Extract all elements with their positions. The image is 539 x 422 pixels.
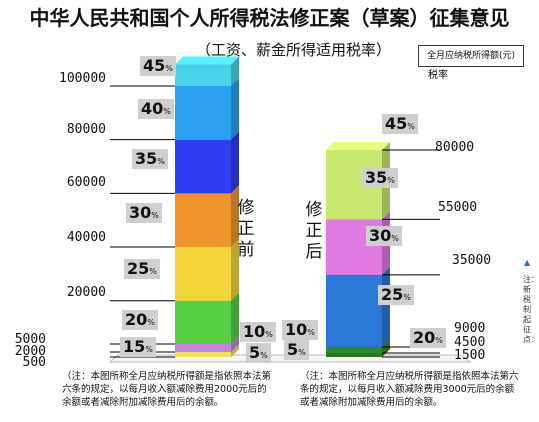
legend-rate-label: 税率 (428, 70, 448, 81)
before-bar (175, 56, 239, 357)
after-segment-25 (326, 266, 390, 347)
after-rate-20: 20% (410, 328, 446, 348)
note-before: （注：本图所称全月应纳税所得额是指依照本法第六条的规定，以每月收入额减除费用20… (62, 371, 272, 408)
before-segment-35 (175, 131, 239, 194)
after-bracket-80000: 80000 (435, 140, 475, 155)
y-tick-2000: 2000 (14, 344, 46, 359)
page-title: 中华人民共和国个人所得税法修正案（草案）征集意见 (29, 6, 510, 30)
before-segment-30 (175, 185, 239, 248)
after-rate-10: 10% (282, 320, 318, 340)
after-bracket-9000: 9000 (454, 321, 486, 336)
after-rate-30: 30% (366, 226, 402, 246)
after-bracket-1500: 1500 (454, 348, 486, 363)
after-bracket-4500: 4500 (454, 335, 486, 350)
y-tick-60000: 60000 (66, 175, 106, 190)
before-rate-5: 5% (246, 343, 271, 363)
after-rate-45: 45% (382, 114, 418, 134)
y-tick-5000: 5000 (14, 332, 46, 347)
note-after: （注：本图所称全月应纳税所得额是指依照本法第六条的规定，以每月收入额减除费用30… (300, 371, 519, 408)
after-rate-35: 35% (362, 168, 398, 188)
before-rate-35: 35% (132, 149, 168, 169)
after-bracket-35000: 35000 (452, 253, 492, 268)
after-bar-label: 修正后 (305, 200, 323, 262)
y-tick-500: 500 (22, 355, 46, 370)
side-note: 注：新税制起征点： (523, 275, 539, 344)
before-segment-45 (175, 56, 239, 86)
blue-marker: ▲ (524, 258, 531, 267)
y-tick-20000: 20000 (66, 285, 106, 300)
y-tick-40000: 40000 (66, 230, 106, 245)
after-bracket-55000: 55000 (438, 200, 478, 215)
after-rate-25: 25% (378, 285, 414, 305)
before-rate-10: 10% (240, 322, 276, 342)
y-tick-100000: 100000 (59, 71, 106, 86)
before-rate-15: 15% (120, 337, 156, 357)
after-rate-5: 5% (284, 340, 309, 360)
before-segment-40 (175, 78, 239, 140)
y-tick-80000: 80000 (66, 122, 106, 137)
legend-income-label: 全月应纳税所得额(元) (418, 45, 524, 67)
before-rate-25: 25% (124, 259, 160, 279)
page-subtitle: （工资、薪金所得适用税率） (196, 41, 392, 59)
before-bar-label: 修正前 (237, 198, 255, 260)
before-rate-30: 30% (126, 203, 162, 223)
before-rate-45: 45% (140, 56, 176, 76)
leader-lines (110, 85, 440, 358)
before-segment-25 (175, 239, 239, 301)
before-rate-20: 20% (122, 310, 158, 330)
before-rate-40: 40% (138, 99, 174, 119)
